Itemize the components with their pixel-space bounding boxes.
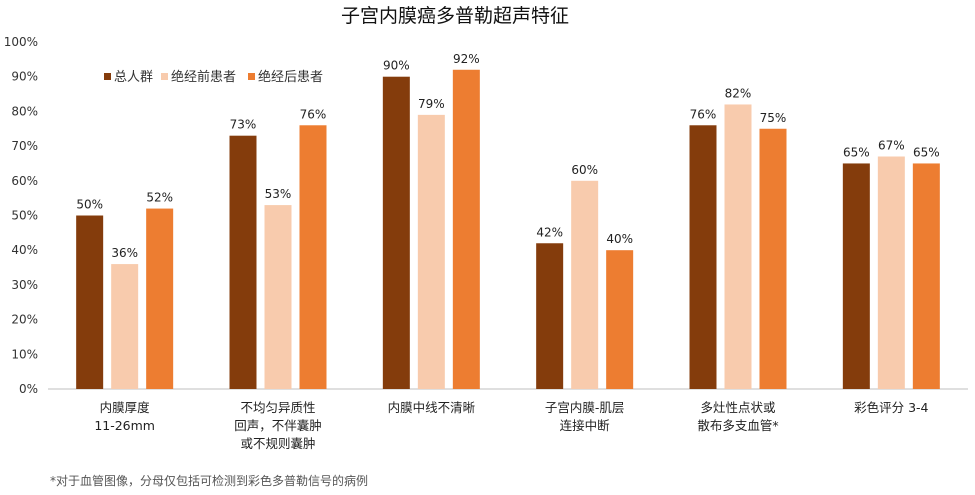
y-tick-label: 70%	[11, 139, 38, 153]
data-label: 40%	[606, 232, 633, 246]
bar-1-1	[76, 215, 104, 389]
y-tick-label: 30%	[11, 278, 38, 292]
legend-label: 绝经后患者	[258, 69, 323, 85]
category-label: 多灶性点状或	[700, 400, 776, 415]
bar-3-2	[299, 125, 327, 389]
data-label: 92%	[453, 52, 480, 66]
bar-3-5	[759, 128, 787, 389]
data-label: 67%	[878, 139, 905, 153]
data-label: 52%	[146, 191, 173, 205]
data-label: 65%	[843, 145, 870, 159]
category-label: 回声，不伴囊肿	[234, 418, 322, 433]
bar-1-2	[229, 135, 257, 389]
data-label: 82%	[725, 86, 752, 100]
data-label: 79%	[418, 97, 445, 111]
data-label: 73%	[230, 118, 257, 132]
data-label: 76%	[690, 107, 717, 121]
category-label: 子宫内膜-肌层	[545, 400, 625, 415]
y-axis: 0% 10% 20% 30% 40% 50% 60% 70% 80% 90% 100%	[4, 35, 38, 396]
legend-swatch	[248, 73, 255, 80]
bar-1-6	[842, 163, 870, 389]
data-label: 90%	[383, 59, 410, 73]
legend-swatch	[161, 73, 168, 80]
data-label: 75%	[760, 111, 787, 125]
y-tick-label: 60%	[11, 174, 38, 188]
data-labels: 50% 73% 90% 42% 76% 65% 36% 53% 79% 60% 82% 67% 52% 7…	[76, 52, 939, 260]
bar-2-3	[417, 114, 445, 390]
legend: 总人群 绝经前患者 绝经后患者	[104, 69, 323, 85]
y-tick-label: 10%	[11, 347, 38, 361]
y-tick-label: 0%	[19, 382, 38, 396]
footnote: *对于血管图像，分母仅包括可检测到彩色多普勒信号的病例	[50, 473, 368, 488]
y-tick-label: 100%	[4, 35, 38, 49]
data-label: 53%	[265, 187, 292, 201]
data-label: 50%	[76, 198, 103, 212]
category-label: 内膜中线不清晰	[388, 400, 476, 415]
category-label: 连接中断	[560, 418, 610, 433]
category-label: 内膜厚度	[100, 400, 151, 415]
data-label: 60%	[571, 163, 598, 177]
data-label: 42%	[536, 225, 563, 239]
y-tick-label: 40%	[11, 243, 38, 257]
bar-1-4	[536, 243, 564, 389]
data-label: 65%	[913, 145, 940, 159]
bar-2-2	[264, 205, 292, 389]
bar-2-4	[571, 180, 599, 389]
category-label: 11-26mm	[94, 418, 155, 433]
bar-2-1	[111, 264, 139, 389]
legend-swatch	[104, 73, 111, 80]
category-label: 不均匀异质性	[240, 400, 315, 415]
chart-title: 子宫内膜癌多普勒超声特征	[341, 5, 569, 27]
bar-3-4	[606, 250, 634, 389]
bar-3-6	[912, 163, 940, 389]
y-tick-label: 90%	[11, 70, 38, 84]
category-label: 或不规则囊肿	[240, 436, 315, 451]
y-tick-label: 80%	[11, 104, 38, 118]
legend-label: 绝经前患者	[171, 69, 236, 85]
bars	[76, 69, 940, 390]
bar-3-1	[146, 208, 174, 389]
legend-label: 总人群	[114, 70, 153, 85]
bar-1-5	[689, 125, 717, 389]
category-label: 彩色评分 3-4	[854, 400, 928, 415]
y-tick-label: 20%	[11, 313, 38, 327]
bar-2-6	[877, 156, 905, 389]
y-tick-label: 50%	[11, 209, 38, 223]
category-label: 散布多支血管*	[697, 418, 778, 433]
bar-1-3	[382, 76, 410, 389]
bar-3-3	[452, 69, 480, 389]
data-label: 36%	[111, 246, 138, 260]
bar-2-5	[724, 104, 752, 390]
data-label: 76%	[300, 107, 327, 121]
